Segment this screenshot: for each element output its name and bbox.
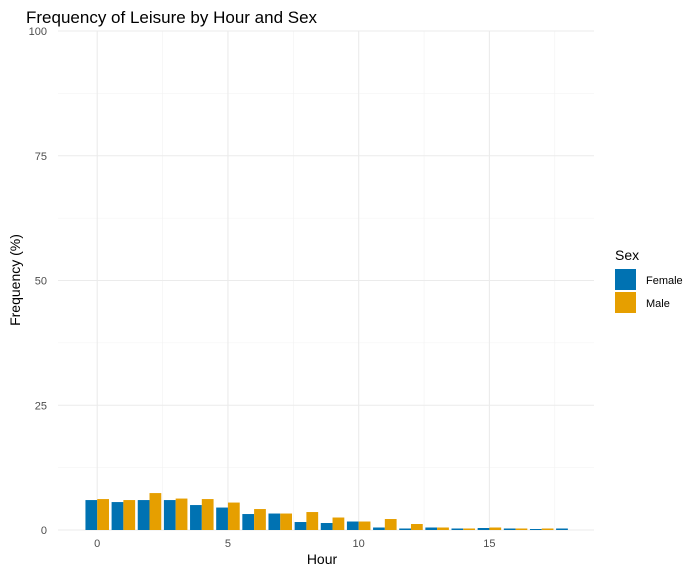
- bar-male-hour-13: [437, 527, 449, 530]
- legend: Sex Female Male: [615, 247, 683, 313]
- bar-female-hour-1: [111, 502, 124, 530]
- bar-female-hour-8: [294, 522, 307, 530]
- bar-female-hour-10: [346, 521, 359, 530]
- bar-female-hour-0: [85, 500, 98, 530]
- bar-female-hour-2: [137, 500, 150, 530]
- bar-female-hour-16: [503, 528, 516, 530]
- bars: [85, 493, 568, 530]
- bar-male-hour-11: [384, 519, 397, 530]
- bar-female-hour-6: [242, 514, 255, 530]
- bar-male-hour-7: [280, 513, 293, 530]
- bar-male-hour-10: [358, 521, 371, 530]
- y-tick-label: 100: [29, 26, 47, 38]
- bar-female-hour-18: [556, 528, 568, 530]
- x-tick-label: 0: [94, 538, 100, 550]
- x-tick-label: 5: [225, 538, 231, 550]
- bar-female-hour-14: [451, 528, 464, 530]
- chart-title: Frequency of Leisure by Hour and Sex: [26, 8, 318, 27]
- bar-female-hour-15: [477, 528, 490, 530]
- bar-male-hour-12: [410, 524, 423, 530]
- legend-title: Sex: [615, 247, 639, 263]
- bar-male-hour-5: [227, 502, 240, 530]
- y-tick-label: 25: [35, 400, 47, 412]
- bar-male-hour-3: [175, 498, 188, 530]
- bar-male-hour-9: [332, 517, 345, 530]
- bar-male-hour-17: [541, 528, 554, 530]
- x-tick-label: 10: [353, 538, 365, 550]
- bar-male-hour-16: [515, 528, 528, 530]
- y-axis-ticks: 0 25 50 75 100: [29, 26, 47, 537]
- legend-key-male: [615, 292, 636, 313]
- x-axis-title: Hour: [307, 551, 338, 567]
- bar-female-hour-7: [268, 513, 281, 530]
- bar-female-hour-4: [190, 505, 202, 530]
- legend-key-female: [615, 269, 636, 290]
- legend-label-female: Female: [646, 275, 683, 287]
- bar-male-hour-8: [306, 512, 319, 530]
- bar-male-hour-2: [149, 493, 162, 530]
- y-tick-label: 75: [35, 151, 47, 163]
- bar-male-hour-14: [463, 528, 476, 530]
- x-tick-label: 15: [483, 538, 495, 550]
- bar-female-hour-9: [320, 523, 333, 530]
- legend-label-male: Male: [646, 298, 670, 310]
- bar-male-hour-15: [489, 527, 502, 530]
- bar-male-hour-1: [123, 500, 136, 530]
- bar-male-hour-0: [97, 499, 109, 530]
- y-tick-label: 0: [41, 525, 47, 537]
- x-axis-ticks: 0 5 10 15: [94, 538, 495, 550]
- bar-female-hour-3: [163, 500, 176, 530]
- bar-female-hour-12: [399, 528, 411, 530]
- bar-female-hour-5: [216, 507, 228, 530]
- bar-female-hour-13: [425, 527, 438, 530]
- y-axis-title: Frequency (%): [7, 234, 23, 326]
- bar-male-hour-4: [201, 499, 214, 530]
- y-tick-label: 50: [35, 276, 47, 288]
- grid: [58, 30, 594, 531]
- bar-female-hour-11: [373, 527, 385, 530]
- bar-female-hour-17: [529, 529, 542, 530]
- bar-male-hour-6: [254, 509, 266, 530]
